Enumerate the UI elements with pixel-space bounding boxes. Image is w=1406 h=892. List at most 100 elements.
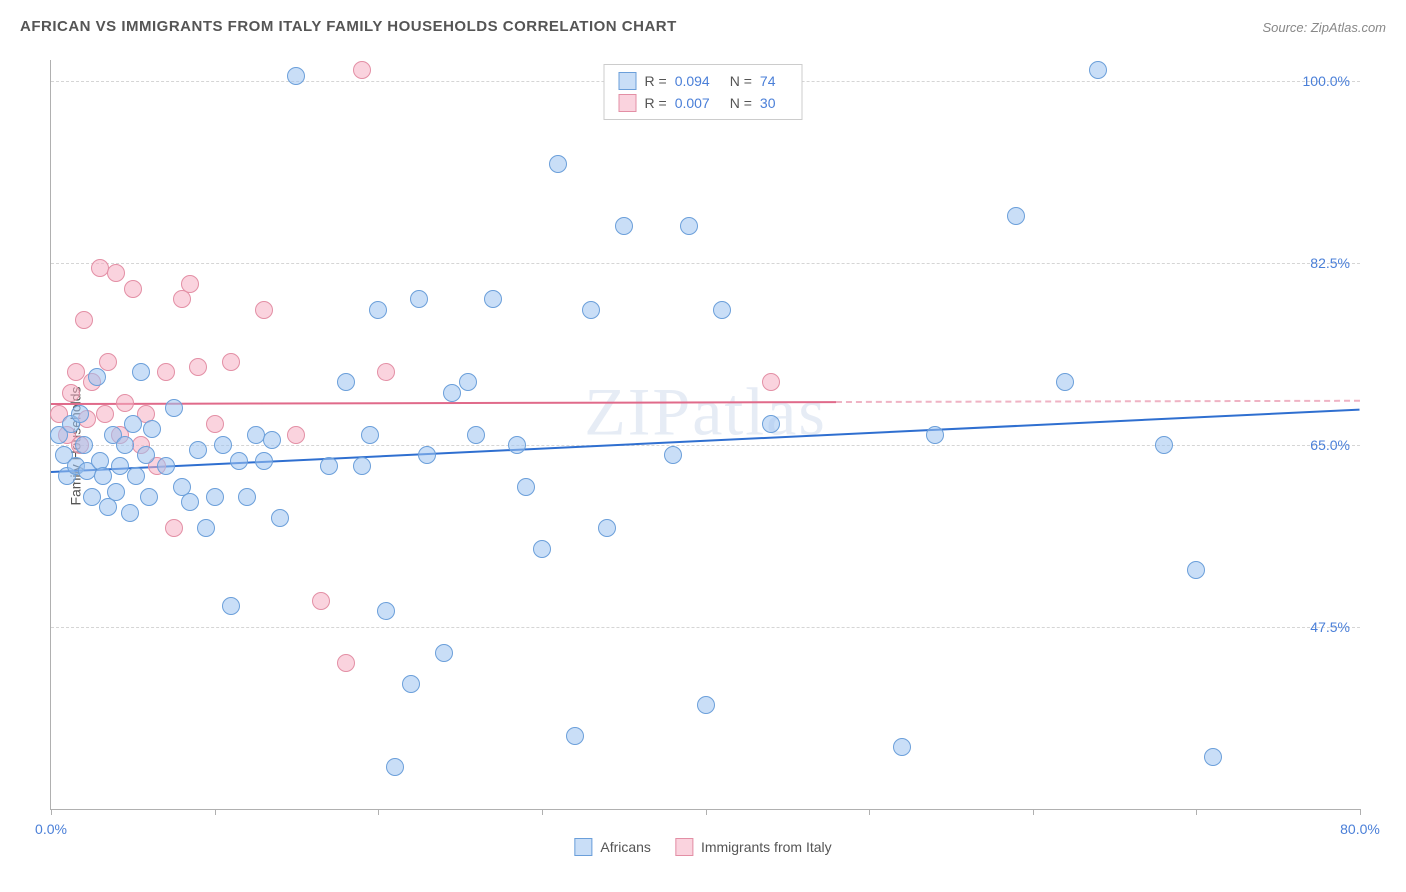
scatter-point bbox=[549, 155, 567, 173]
scatter-point bbox=[124, 415, 142, 433]
scatter-point bbox=[377, 602, 395, 620]
scatter-point bbox=[189, 358, 207, 376]
n-value: 74 bbox=[760, 73, 776, 89]
scatter-point bbox=[75, 436, 93, 454]
x-tick bbox=[1033, 809, 1034, 815]
scatter-point bbox=[1007, 207, 1025, 225]
chart-container: AFRICAN VS IMMIGRANTS FROM ITALY FAMILY … bbox=[0, 0, 1406, 892]
scatter-point bbox=[165, 519, 183, 537]
scatter-point bbox=[443, 384, 461, 402]
x-tick bbox=[51, 809, 52, 815]
legend-item: Africans bbox=[574, 838, 651, 856]
chart-title: AFRICAN VS IMMIGRANTS FROM ITALY FAMILY … bbox=[20, 18, 677, 35]
x-tick-label: 80.0% bbox=[1340, 821, 1380, 837]
scatter-point bbox=[615, 217, 633, 235]
scatter-point bbox=[287, 67, 305, 85]
scatter-point bbox=[206, 415, 224, 433]
scatter-point bbox=[337, 654, 355, 672]
scatter-point bbox=[386, 758, 404, 776]
scatter-point bbox=[127, 467, 145, 485]
scatter-point bbox=[111, 457, 129, 475]
scatter-point bbox=[99, 498, 117, 516]
scatter-point bbox=[353, 457, 371, 475]
n-label: N = bbox=[730, 73, 752, 89]
legend-label: Immigrants from Italy bbox=[701, 839, 832, 855]
legend-label: Africans bbox=[600, 839, 651, 855]
scatter-point bbox=[140, 488, 158, 506]
scatter-point bbox=[67, 363, 85, 381]
scatter-point bbox=[713, 301, 731, 319]
scatter-point bbox=[96, 405, 114, 423]
swatch-icon bbox=[619, 94, 637, 112]
x-tick bbox=[215, 809, 216, 815]
x-tick-label: 0.0% bbox=[35, 821, 67, 837]
scatter-point bbox=[263, 431, 281, 449]
n-value: 30 bbox=[760, 95, 776, 111]
scatter-point bbox=[99, 353, 117, 371]
scatter-point bbox=[214, 436, 232, 454]
scatter-point bbox=[508, 436, 526, 454]
plot-area: ZIPatlas 47.5%65.0%82.5%100.0%0.0%80.0% bbox=[50, 60, 1360, 810]
scatter-point bbox=[91, 259, 109, 277]
series-legend: Africans Immigrants from Italy bbox=[574, 838, 831, 856]
y-tick-label: 100.0% bbox=[1303, 73, 1350, 89]
scatter-point bbox=[206, 488, 224, 506]
scatter-point bbox=[271, 509, 289, 527]
scatter-point bbox=[181, 275, 199, 293]
x-tick bbox=[1196, 809, 1197, 815]
scatter-point bbox=[222, 597, 240, 615]
scatter-point bbox=[1204, 748, 1222, 766]
scatter-point bbox=[337, 373, 355, 391]
scatter-point bbox=[94, 467, 112, 485]
scatter-point bbox=[173, 290, 191, 308]
scatter-point bbox=[361, 426, 379, 444]
scatter-point bbox=[222, 353, 240, 371]
r-value: 0.094 bbox=[675, 73, 710, 89]
r-value: 0.007 bbox=[675, 95, 710, 111]
scatter-point bbox=[75, 311, 93, 329]
scatter-point bbox=[459, 373, 477, 391]
correlation-legend: R = 0.094 N = 74 R = 0.007 N = 30 bbox=[604, 64, 803, 120]
scatter-point bbox=[132, 363, 150, 381]
scatter-point bbox=[517, 478, 535, 496]
scatter-point bbox=[1155, 436, 1173, 454]
scatter-point bbox=[88, 368, 106, 386]
scatter-point bbox=[312, 592, 330, 610]
gridline bbox=[51, 263, 1360, 264]
y-tick-label: 65.0% bbox=[1310, 437, 1350, 453]
scatter-point bbox=[410, 290, 428, 308]
r-label: R = bbox=[645, 73, 667, 89]
scatter-point bbox=[435, 644, 453, 662]
legend-item: Immigrants from Italy bbox=[675, 838, 832, 856]
scatter-point bbox=[762, 373, 780, 391]
scatter-point bbox=[181, 493, 199, 511]
n-label: N = bbox=[730, 95, 752, 111]
scatter-point bbox=[566, 727, 584, 745]
scatter-point bbox=[62, 384, 80, 402]
scatter-point bbox=[230, 452, 248, 470]
scatter-point bbox=[353, 61, 371, 79]
scatter-point bbox=[116, 394, 134, 412]
correlation-legend-row: R = 0.094 N = 74 bbox=[619, 70, 788, 92]
scatter-point bbox=[137, 446, 155, 464]
x-tick bbox=[542, 809, 543, 815]
scatter-point bbox=[377, 363, 395, 381]
scatter-point bbox=[402, 675, 420, 693]
x-tick bbox=[706, 809, 707, 815]
scatter-point bbox=[107, 264, 125, 282]
scatter-point bbox=[697, 696, 715, 714]
scatter-point bbox=[189, 441, 207, 459]
scatter-point bbox=[1056, 373, 1074, 391]
scatter-point bbox=[165, 399, 183, 417]
scatter-point bbox=[1187, 561, 1205, 579]
scatter-point bbox=[255, 452, 273, 470]
trendline-dashed bbox=[836, 400, 1360, 403]
scatter-point bbox=[107, 483, 125, 501]
scatter-point bbox=[121, 504, 139, 522]
scatter-point bbox=[762, 415, 780, 433]
scatter-point bbox=[369, 301, 387, 319]
scatter-point bbox=[255, 301, 273, 319]
scatter-point bbox=[598, 519, 616, 537]
scatter-point bbox=[926, 426, 944, 444]
scatter-point bbox=[157, 457, 175, 475]
